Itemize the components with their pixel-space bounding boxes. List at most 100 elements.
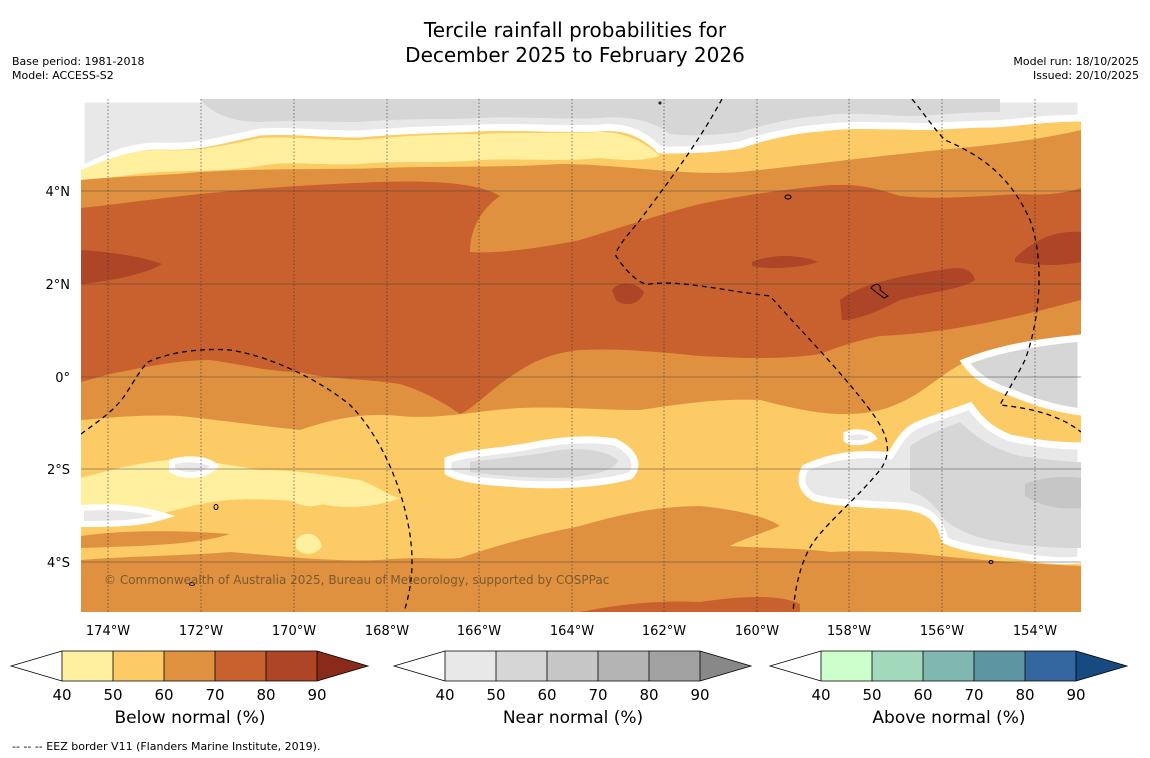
cbar-below-tick: 80 bbox=[256, 686, 275, 702]
cbar-near-tick: 70 bbox=[588, 686, 607, 702]
lat-label: 0° bbox=[55, 371, 70, 386]
cbar-near-tick: 60 bbox=[537, 686, 556, 702]
field-below-70-west-strip bbox=[81, 531, 230, 548]
field-near-south-east-mid bbox=[1025, 476, 1081, 509]
cbar-above-seg bbox=[821, 651, 872, 681]
eez-border-kiribati-phoenix bbox=[81, 348, 413, 612]
cbar-below-seg bbox=[215, 651, 266, 681]
lon-label: 174°W bbox=[86, 624, 130, 639]
colorbar-below-normal: 40 50 60 70 80 90 bbox=[10, 650, 370, 702]
cbar-above-tick: 40 bbox=[811, 686, 830, 702]
base-period: Base period: 1981-2018 bbox=[12, 55, 145, 68]
island-kiritimati bbox=[870, 283, 889, 299]
eez-border-line-islands bbox=[615, 99, 889, 612]
field-below-90-far-east bbox=[1015, 231, 1081, 265]
field-below-70-south bbox=[81, 506, 1081, 612]
cbar-near-tick: 40 bbox=[435, 686, 454, 702]
cbar-above-seg bbox=[974, 651, 1025, 681]
parallel-lines bbox=[81, 190, 1081, 563]
field-near-west bbox=[81, 504, 175, 527]
cbar-below-seg bbox=[62, 651, 113, 681]
cbar-below-ext-low bbox=[11, 651, 62, 681]
cbar-below-tick: 50 bbox=[103, 686, 122, 702]
cbar-below-tick: 60 bbox=[154, 686, 173, 702]
model-info: Base period: 1981-2018 Model: ACCESS-S2 bbox=[12, 55, 144, 83]
lat-label: 2°N bbox=[46, 278, 71, 293]
latitude-labels: 4°N 2°N 0° 2°S 4°S bbox=[46, 185, 71, 571]
cbar-above-seg bbox=[923, 651, 974, 681]
cbar-below-seg bbox=[266, 651, 317, 681]
colorbar-below-label: Below normal (%) bbox=[114, 708, 266, 728]
cbar-near-seg bbox=[496, 651, 547, 681]
lat-label: 4°N bbox=[46, 185, 71, 200]
field-near-south-west bbox=[169, 456, 220, 478]
lon-label: 154°W bbox=[1013, 624, 1057, 639]
cbar-above-ext-high bbox=[1076, 651, 1127, 681]
rainfall-map: © Commonwealth of Australia 2025, Bureau… bbox=[46, 99, 1081, 639]
cbar-above-tick: 80 bbox=[1015, 686, 1034, 702]
cbar-above-tick: 60 bbox=[913, 686, 932, 702]
cbar-near-seg bbox=[598, 651, 649, 681]
lon-label: 162°W bbox=[642, 624, 686, 639]
field-below-90-small bbox=[612, 283, 644, 305]
islands bbox=[189, 101, 994, 586]
island-5 bbox=[658, 101, 662, 105]
lon-label: 170°W bbox=[272, 624, 316, 639]
cbar-near-tick: 50 bbox=[486, 686, 505, 702]
title-line-1: Tercile rainfall probabilities for bbox=[423, 18, 727, 42]
cbar-near-tick: 80 bbox=[639, 686, 658, 702]
cbar-below-tick: 40 bbox=[52, 686, 71, 702]
cbar-near-seg bbox=[547, 651, 598, 681]
map-fill bbox=[81, 99, 1081, 612]
colorbar-near-label: Near normal (%) bbox=[502, 708, 644, 728]
meridian-lines bbox=[107, 99, 1036, 612]
title-line-2: December 2025 to February 2026 bbox=[405, 43, 745, 67]
cbar-near-tick: 90 bbox=[690, 686, 709, 702]
lon-label: 160°W bbox=[735, 624, 779, 639]
issued-date: Issued: 20/10/2025 bbox=[1032, 69, 1139, 82]
field-near-south-central-dark bbox=[470, 449, 618, 478]
field-below-80 bbox=[81, 181, 1081, 414]
colorbar-near-normal: 40 50 60 70 80 90 bbox=[393, 650, 753, 702]
longitude-labels: 174°W 172°W 170°W 168°W 166°W 164°W 162°… bbox=[86, 624, 1057, 639]
cbar-below-seg bbox=[113, 651, 164, 681]
lon-label: 164°W bbox=[550, 624, 594, 639]
lon-label: 158°W bbox=[827, 624, 871, 639]
colorbar-above-label: Above normal (%) bbox=[872, 708, 1026, 728]
eez-borders bbox=[81, 99, 1081, 612]
cbar-near-ext-high bbox=[700, 651, 751, 681]
field-below-90-central bbox=[752, 256, 818, 269]
cbar-above-seg bbox=[872, 651, 923, 681]
cbar-near-seg bbox=[649, 651, 700, 681]
island-3 bbox=[189, 582, 195, 586]
lat-label: 4°S bbox=[47, 556, 70, 571]
island-1 bbox=[784, 194, 792, 200]
cbar-near-ext-low bbox=[394, 651, 445, 681]
cbar-above-tick: 50 bbox=[862, 686, 881, 702]
cbar-above-ext-low bbox=[770, 651, 821, 681]
field-below-90-east bbox=[840, 268, 975, 320]
copyright-watermark: © Commonwealth of Australia 2025, Bureau… bbox=[104, 573, 609, 587]
model-name: Model: ACCESS-S2 bbox=[12, 69, 114, 82]
field-near-north-dark bbox=[200, 99, 1000, 136]
lat-label: 2°S bbox=[47, 463, 70, 478]
lon-label: 156°W bbox=[920, 624, 964, 639]
cbar-near-seg bbox=[445, 651, 496, 681]
cbar-below-tick: 70 bbox=[205, 686, 224, 702]
run-info: Model run: 18/10/2025 Issued: 20/10/2025 bbox=[1013, 55, 1139, 83]
cbar-above-seg bbox=[1025, 651, 1076, 681]
cbar-below-tick: 90 bbox=[307, 686, 326, 702]
field-near-south-east-dark bbox=[910, 422, 1081, 548]
field-below-50-north bbox=[81, 132, 660, 182]
island-4 bbox=[988, 560, 994, 564]
lon-label: 166°W bbox=[457, 624, 501, 639]
lon-label: 172°W bbox=[179, 624, 223, 639]
cbar-below-ext-high bbox=[317, 651, 368, 681]
field-below-50-patch2 bbox=[296, 533, 322, 554]
field-near-small bbox=[843, 429, 878, 446]
cbar-below-seg bbox=[164, 651, 215, 681]
field-below-50-patch bbox=[290, 482, 338, 507]
field-below-50-south bbox=[81, 459, 400, 520]
cbar-above-tick: 90 bbox=[1066, 686, 1085, 702]
cbar-above-tick: 70 bbox=[964, 686, 983, 702]
